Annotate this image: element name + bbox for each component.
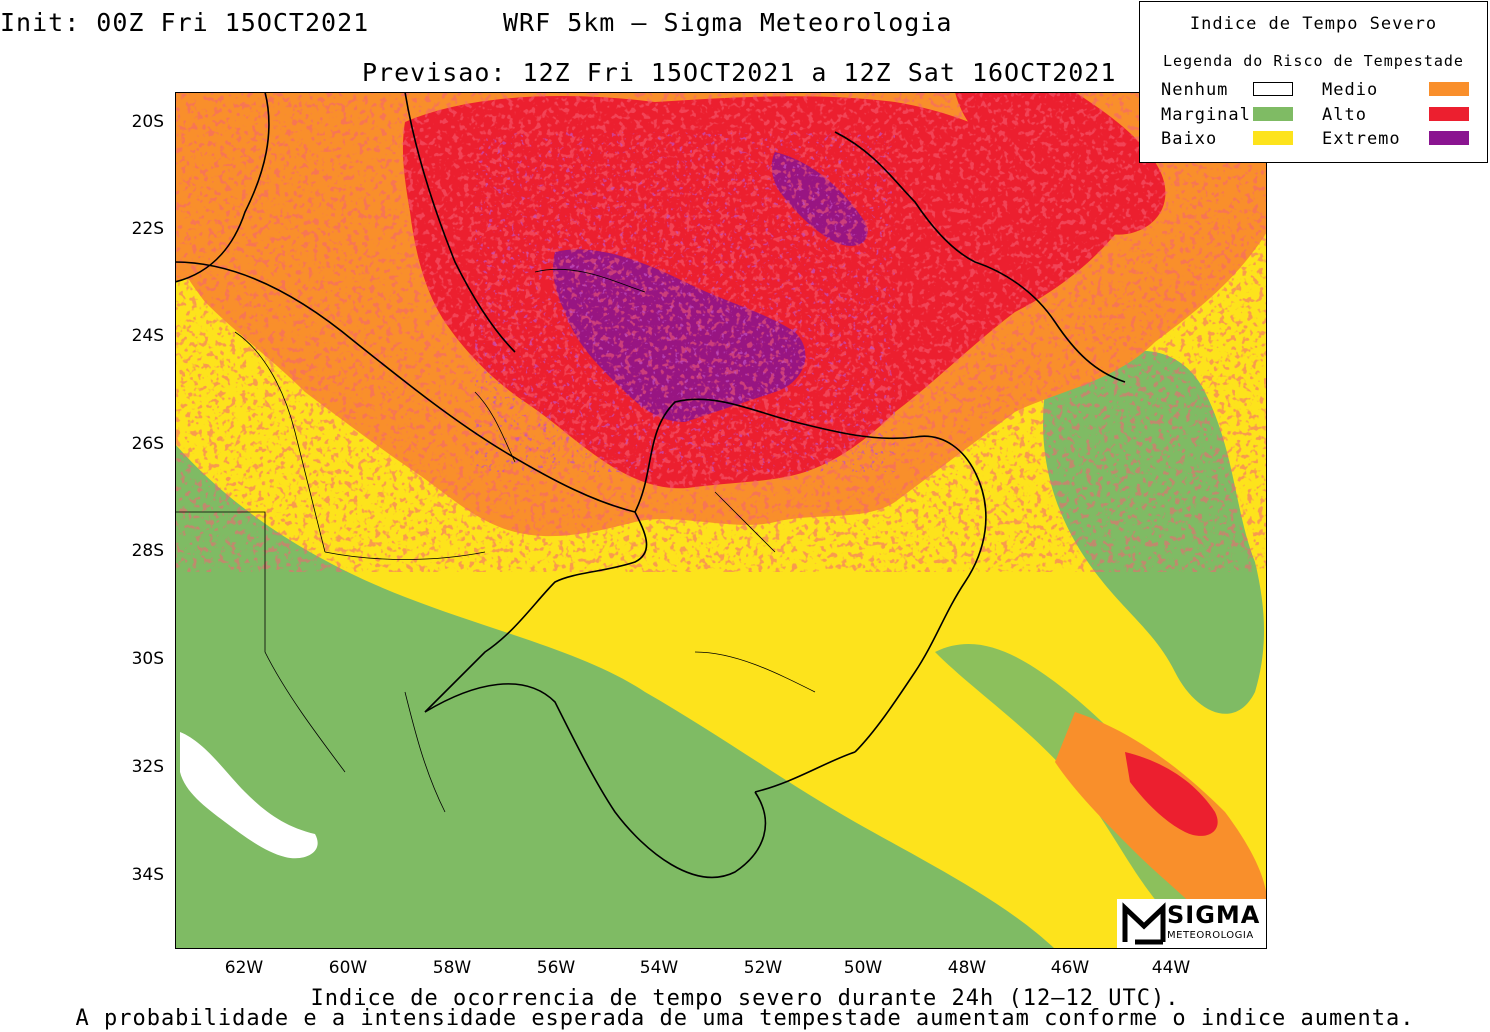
lat-label-24s: 24S <box>131 326 164 346</box>
legend-title: Indice de Tempo Severo <box>1189 14 1438 34</box>
risk-alto-ocean <box>1125 752 1218 836</box>
forecast-period: Previsao: 12Z Fri 15OCT2021 a 12Z Sat 16… <box>362 58 1117 87</box>
lon-label-48w: 48W <box>947 958 987 978</box>
legend-label-alto: Alto <box>1322 105 1367 125</box>
legend-label-nenhum: Nenhum <box>1161 80 1229 100</box>
logo-subtitle: METEOROLOGIA <box>1167 930 1254 941</box>
footer-note: A probabilidade e a intensidade esperada… <box>75 1006 1415 1031</box>
legend-swatch-alto <box>1429 107 1469 121</box>
country-borders <box>175 92 1126 878</box>
risk-nenhum-area <box>180 732 318 859</box>
lat-label-26s: 26S <box>131 434 164 454</box>
legend-label-baixo: Baixo <box>1161 129 1218 149</box>
lon-label-58w: 58W <box>432 958 472 978</box>
lon-label-60w: 60W <box>328 958 368 978</box>
legend-swatch-baixo <box>1253 131 1293 145</box>
risk-medio-east-ocean <box>1055 712 1267 949</box>
lon-label-56w: 56W <box>536 958 576 978</box>
legend-swatch-nenhum <box>1253 82 1293 96</box>
logo-name: SIGMA <box>1167 901 1261 929</box>
lat-label-34s: 34S <box>131 865 164 885</box>
legend-subtitle: Legenda do Risco de Tempestade <box>1163 52 1464 70</box>
legend-swatch-medio <box>1429 82 1469 96</box>
legend-label-extremo: Extremo <box>1322 129 1401 149</box>
lon-label-54w: 54W <box>639 958 679 978</box>
risk-marginal-southwest <box>175 444 1055 949</box>
risk-legend: Indice de Tempo Severo Legenda do Risco … <box>1139 1 1488 163</box>
lat-label-22s: 22S <box>131 219 164 239</box>
lat-label-28s: 28S <box>131 541 164 561</box>
footer-description: Indice de ocorrencia de tempo severo dur… <box>310 986 1180 1011</box>
lon-label-50w: 50W <box>843 958 883 978</box>
lon-label-44w: 44W <box>1151 958 1191 978</box>
province-borders <box>175 268 816 813</box>
severe-weather-map <box>175 92 1267 949</box>
legend-label-medio: Medio <box>1322 80 1379 100</box>
init-time: Init: 00Z Fri 15OCT2021 <box>0 8 370 37</box>
legend-swatch-marginal <box>1253 107 1293 121</box>
model-title: WRF 5km – Sigma Meteorologia <box>503 8 953 37</box>
lat-label-20s: 20S <box>131 112 164 132</box>
lon-label-46w: 46W <box>1050 958 1090 978</box>
lat-label-32s: 32S <box>131 757 164 777</box>
legend-swatch-extremo <box>1429 131 1469 145</box>
lon-label-62w: 62W <box>224 958 264 978</box>
legend-label-marginal: Marginal <box>1161 105 1251 125</box>
sigma-logo-icon <box>1122 902 1166 945</box>
lon-label-52w: 52W <box>743 958 783 978</box>
sigma-logo: SIGMA METEOROLOGIA <box>1117 899 1266 948</box>
lat-label-30s: 30S <box>131 649 164 669</box>
